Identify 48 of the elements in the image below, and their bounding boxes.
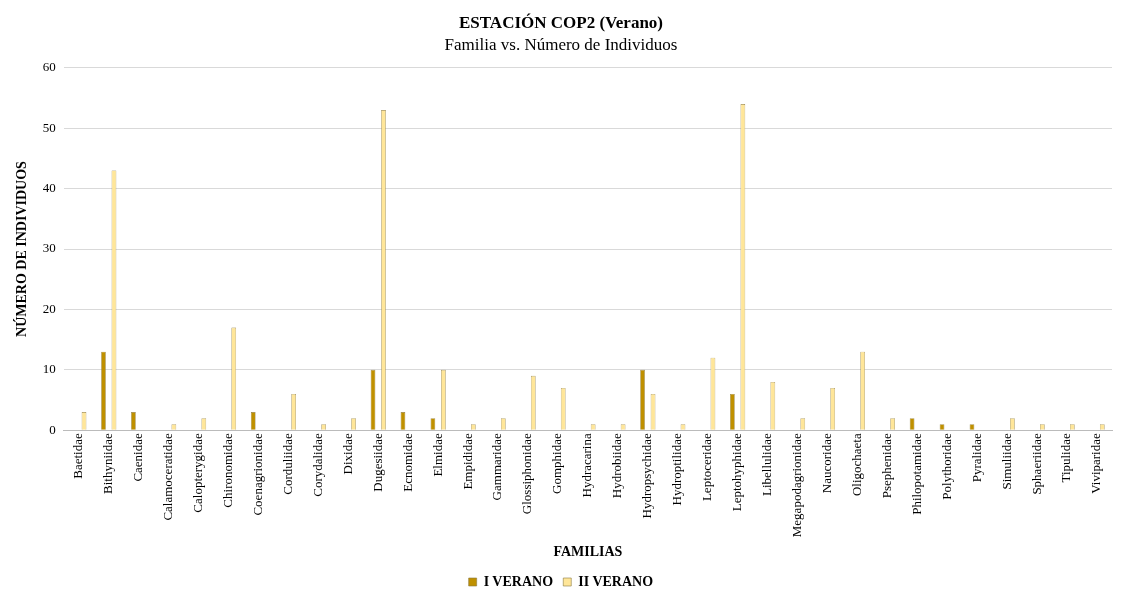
x-tick-label: Hydropsychidae: [639, 433, 655, 519]
y-tick-label: 0: [49, 421, 56, 437]
x-tick-label: Ecnomidae: [399, 433, 415, 492]
x-tick-label: Viviparidae: [1088, 433, 1104, 494]
x-tick-label: Elmidae: [429, 433, 445, 477]
x-tick-label: Hydrobiidae: [609, 433, 625, 499]
y-tick-label: 40: [42, 180, 56, 196]
x-tick-label: Tipulidae: [1058, 433, 1074, 483]
x-tick-label: Calamoceratidae: [160, 433, 176, 521]
x-tick-label: Polythoridae: [938, 433, 954, 500]
x-tick-label: Caenidae: [130, 433, 146, 482]
x-tick-label: Naucoridae: [818, 433, 834, 494]
x-tick-label: Leptoceridae: [699, 433, 715, 502]
x-tick-label: Libellulidae: [759, 433, 775, 497]
x-tick-label: Chironomidae: [219, 433, 235, 508]
x-tick-label: Psephenidae: [878, 433, 894, 499]
x-tick-label: Glossiphonidae: [519, 433, 535, 515]
y-axis-title: NÚMERO DE INDIVIDUOS: [13, 160, 30, 337]
x-tick-label: Calopterygidae: [189, 433, 205, 513]
chart-title: ESTACIÓN COP2 (Verano): [458, 12, 664, 32]
legend-label: I VERANO: [483, 573, 554, 589]
x-tick-label: Megapodagrionidae: [788, 433, 804, 538]
x-tick-label: Dixidae: [339, 433, 355, 475]
x-tick-label: Coenagrionidae: [249, 433, 265, 516]
x-tick-label: Pyralidae: [968, 433, 984, 483]
y-tick-label: 50: [42, 119, 56, 135]
x-tick-label: Corduliidae: [279, 433, 295, 495]
x-tick-label: Empididae: [459, 433, 475, 490]
x-tick-label: Sphaeriidae: [1028, 433, 1044, 495]
x-tick-label: Hydroptilidae: [669, 433, 685, 506]
x-tick-label: Dugesiidae: [369, 433, 385, 492]
x-tick-label: Leptohyphidae: [729, 433, 745, 512]
legend-label: II VERANO: [578, 573, 654, 589]
x-tick-label: Baetidae: [70, 433, 86, 479]
chart-subtitle: Familia vs. Número de Individuos: [444, 35, 678, 55]
y-tick-label: 20: [42, 300, 56, 316]
x-tick-label: Philopotamidae: [908, 433, 924, 515]
y-tick-label: 10: [42, 361, 56, 377]
x-tick-label: Hydracarina: [579, 433, 595, 498]
x-tick-label: Gammaridae: [489, 433, 505, 501]
y-tick-label: 30: [42, 240, 56, 256]
x-tick-label: Bithyniidae: [100, 433, 116, 494]
x-tick-label: Gomphidae: [549, 433, 565, 494]
y-tick-label: 60: [42, 59, 56, 75]
x-axis-title: FAMILIAS: [553, 544, 623, 560]
x-tick-label: Simuliidae: [998, 433, 1014, 490]
x-tick-label: Oligochaeta: [848, 433, 864, 497]
x-tick-label: Corydalidae: [309, 433, 325, 497]
